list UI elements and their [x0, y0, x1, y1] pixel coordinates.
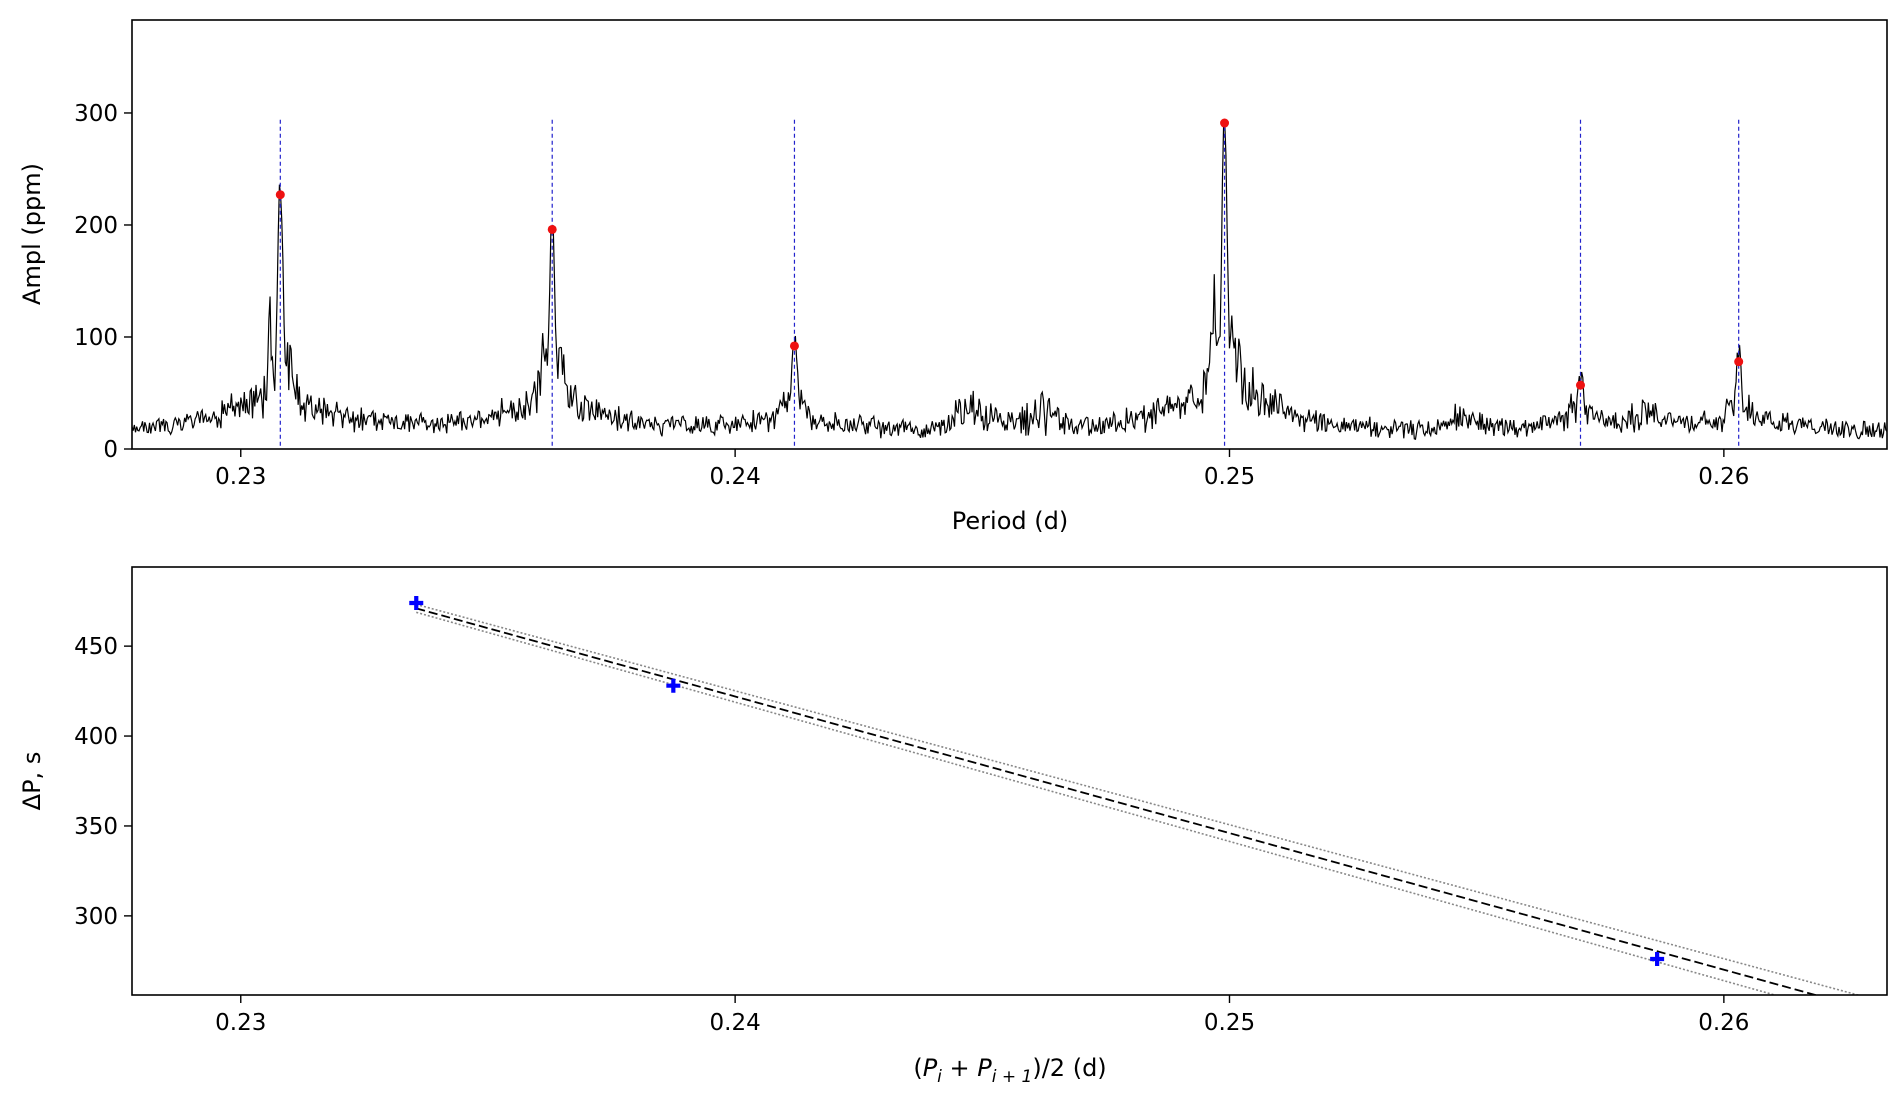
period-spacing-panel: 0.23 0.24 0.25 0.26 300 350 400 450 (Pi + Pi +… — [18, 566, 1888, 1087]
period-spacing-x-axis-label: (Pi + Pi + 1)/2 (d) — [913, 1054, 1106, 1087]
periodogram-y-tick-label: 0 — [103, 437, 118, 463]
periodogram-x-tick-label: 0.25 — [1204, 464, 1255, 490]
period-spacing-y-tick-label: 350 — [74, 814, 118, 840]
period-spacing-x-tick-label: 0.26 — [1698, 1010, 1749, 1036]
periodogram-trace — [132, 121, 1887, 440]
period-spacing-y-tick-label: 450 — [74, 634, 118, 660]
spacing-point-3 — [1650, 952, 1665, 967]
periodogram-x-tick-label: 0.23 — [215, 464, 266, 490]
fit-band-line-1 — [416, 611, 1778, 995]
period-spacing-axes-frame — [131, 566, 1888, 996]
spacing-point-2 — [666, 678, 681, 693]
peak-point-3 — [789, 341, 799, 351]
peak-point-5 — [1575, 380, 1585, 390]
periodogram-y-tick-label: 100 — [74, 325, 118, 351]
period-spacing-x-tick-label: 0.25 — [1204, 1010, 1255, 1036]
periodogram-y-tick-label: 200 — [74, 213, 118, 239]
periodogram-x-axis-label: Period (d) — [952, 507, 1068, 535]
peak-point-2 — [547, 224, 557, 234]
peak-point-6 — [1734, 357, 1744, 367]
periodogram-x-tick-label: 0.24 — [710, 464, 761, 490]
periodogram-panel: 0.23 0.24 0.25 0.26 0 100 200 300 Period (d) A… — [18, 19, 1888, 535]
period-spacing-y-tick-label: 300 — [74, 904, 118, 930]
period-spacing-y-tick-label: 400 — [74, 724, 118, 750]
periodogram-y-ticks: 0 100 200 300 — [74, 101, 132, 463]
spacing-point-1 — [409, 595, 424, 610]
period-spacing-x-ticks: 0.23 0.24 0.25 0.26 — [215, 995, 1749, 1036]
peak-point-1 — [275, 190, 285, 200]
period-spacing-y-ticks: 300 350 400 450 — [74, 634, 132, 930]
periodogram-x-tick-label: 0.26 — [1698, 464, 1749, 490]
period-spacing-y-axis-label: ΔP, s — [18, 752, 46, 811]
period-spacing-x-tick-label: 0.24 — [710, 1010, 761, 1036]
period-spacing-plot-area — [409, 595, 1861, 995]
peak-point-4 — [1220, 118, 1230, 128]
fit-line — [416, 607, 1819, 995]
periodogram-plot-area — [132, 118, 1887, 449]
periodogram-axes-frame — [131, 19, 1888, 450]
periodogram-x-ticks: 0.23 0.24 0.25 0.26 — [215, 449, 1749, 490]
periodogram-y-tick-label: 300 — [74, 101, 118, 127]
period-spacing-x-tick-label: 0.23 — [215, 1010, 266, 1036]
fit-band-line-2 — [416, 603, 1861, 995]
periodogram-y-axis-label: Ampl (ppm) — [18, 163, 46, 305]
